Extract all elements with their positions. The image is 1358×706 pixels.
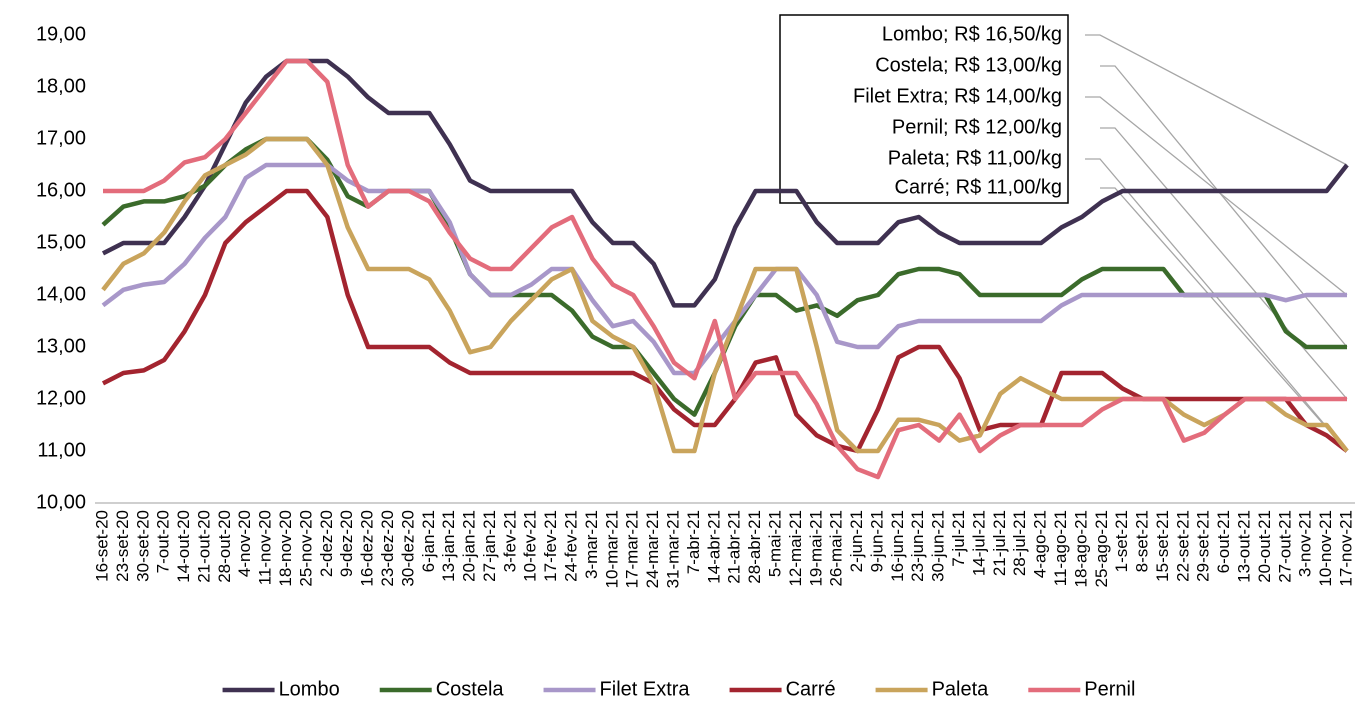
x-tick-label: 10-nov-21 — [1316, 510, 1335, 587]
x-tick-label: 2-dez-20 — [317, 510, 336, 577]
legend-label: Paleta — [932, 678, 990, 700]
y-tick-label: 12,00 — [36, 387, 86, 409]
x-tick-label: 13-out-21 — [1235, 510, 1254, 583]
x-tick-label: 4-nov-20 — [235, 510, 254, 577]
x-tick-label: 21-abr-21 — [725, 510, 744, 584]
x-tick-label: 30-dez-20 — [398, 510, 417, 587]
x-tick-label: 22-set-21 — [1173, 510, 1192, 582]
x-tick-label: 14-jul-21 — [969, 510, 988, 576]
leader-line — [1085, 158, 1348, 452]
x-tick-label: 17-fev-21 — [541, 510, 560, 582]
x-tick-label: 20-jan-21 — [460, 510, 479, 582]
x-tick-label: 24-mar-21 — [643, 510, 662, 588]
x-tick-label: 3-fev-21 — [500, 510, 519, 572]
x-tick-label: 30-jun-21 — [929, 510, 948, 582]
legend-label: Pernil — [1084, 678, 1135, 700]
x-tick-label: 7-abr-21 — [684, 510, 703, 574]
x-tick-label: 8-set-21 — [1133, 510, 1152, 572]
y-tick-label: 15,00 — [36, 231, 86, 253]
annotation: Paleta; R$ 11,00/kg — [888, 147, 1062, 169]
annotation-box — [779, 14, 1069, 204]
x-tick-label: 6-jan-21 — [419, 510, 438, 572]
x-tick-label: 25-ago-21 — [1092, 510, 1111, 588]
x-tick-label: 27-out-21 — [1275, 510, 1294, 583]
annotation: Lombo; R$ 16,50/kg — [882, 23, 1062, 45]
leader-line — [1100, 187, 1348, 452]
y-tick-label: 10,00 — [36, 491, 86, 513]
y-tick-label: 18,00 — [36, 75, 86, 97]
x-tick-label: 18-ago-21 — [1071, 510, 1090, 588]
y-tick-label: 17,00 — [36, 127, 86, 149]
annotation: Costela; R$ 13,00/kg — [875, 54, 1062, 76]
x-tick-label: 3-mar-21 — [582, 510, 601, 579]
annotation: Filet Extra; R$ 14,00/kg — [853, 85, 1062, 107]
x-tick-label: 28-jul-21 — [1010, 510, 1029, 576]
x-tick-label: 9-jun-21 — [867, 510, 886, 572]
x-tick-label: 6-out-21 — [1214, 510, 1233, 573]
legend-label: Filet Extra — [600, 678, 691, 700]
annotation: Carré; R$ 11,00/kg — [895, 176, 1063, 198]
leader-line — [1100, 127, 1348, 400]
y-tick-label: 16,00 — [36, 179, 86, 201]
series-line — [101, 162, 1347, 376]
x-tick-label: 13-jan-21 — [439, 510, 458, 582]
x-tick-label: 3-nov-21 — [1296, 510, 1315, 577]
x-tick-label: 16-dez-20 — [358, 510, 377, 587]
x-tick-label: 30-set-20 — [133, 510, 152, 582]
x-tick-label: 14-abr-21 — [704, 510, 723, 584]
x-tick-label: 7-out-20 — [154, 510, 173, 573]
x-tick-label: 15-set-21 — [1153, 510, 1172, 582]
x-tick-label: 16-jun-21 — [888, 510, 907, 582]
x-tick-label: 10-mar-21 — [602, 510, 621, 588]
x-tick-label: 21-out-20 — [194, 510, 213, 583]
x-tick-label: 11-nov-20 — [256, 510, 275, 585]
x-tick-label: 29-set-21 — [1194, 510, 1213, 582]
x-tick-label: 31-mar-21 — [664, 510, 683, 588]
x-tick-label: 12-mai-21 — [786, 510, 805, 587]
y-tick-label: 19,00 — [36, 23, 86, 45]
y-tick-label: 11,00 — [37, 439, 86, 461]
x-tick-label: 11-ago-21 — [1051, 510, 1070, 586]
series-line — [103, 58, 1347, 480]
x-tick-label: 18-nov-20 — [276, 510, 295, 587]
x-tick-label: 17-mar-21 — [623, 510, 642, 588]
x-tick-label: 14-out-20 — [174, 510, 193, 583]
annotation: Pernil; R$ 12,00/kg — [892, 116, 1062, 138]
x-tick-label: 26-mai-21 — [827, 510, 846, 587]
x-tick-label: 27-jan-21 — [480, 510, 499, 582]
x-tick-label: 10-fev-21 — [521, 510, 540, 582]
x-tick-label: 4-ago-21 — [1031, 510, 1050, 578]
leader-line — [1085, 34, 1348, 166]
legend-label: Lombo — [279, 678, 340, 700]
x-tick-label: 17-nov-21 — [1336, 510, 1355, 587]
x-tick-label: 23-jun-21 — [908, 510, 927, 582]
legend: Lombo Costela Filet Extra Carré Paleta Pernil — [222, 678, 1135, 700]
legend-label: Costela — [436, 678, 505, 700]
x-tick-label: 23-set-20 — [113, 510, 132, 582]
x-tick-label: 16-set-20 — [92, 510, 111, 582]
x-tick-label: 9-dez-20 — [337, 510, 356, 577]
leader-line — [1100, 65, 1348, 348]
x-tick-label: 2-jun-21 — [847, 510, 866, 572]
leader-line — [1085, 96, 1348, 296]
x-tick-label: 24-fev-21 — [562, 510, 581, 582]
x-tick-label: 1-set-21 — [1112, 510, 1131, 572]
x-tick-label: 5-mai-21 — [765, 510, 784, 577]
x-tick-label: 25-nov-20 — [296, 510, 315, 587]
x-tick-label: 21-jul-21 — [990, 510, 1009, 576]
x-tick-label: 28-out-20 — [215, 510, 234, 583]
y-tick-label: 13,00 — [36, 335, 86, 357]
x-tick-label: 23-dez-20 — [378, 510, 397, 587]
legend-label: Carré — [786, 678, 836, 700]
y-tick-label: 14,00 — [36, 283, 86, 305]
x-tick-label: 19-mai-21 — [806, 510, 825, 587]
series-line — [101, 58, 1349, 308]
x-tick-label: 28-abr-21 — [745, 510, 764, 584]
x-tick-label: 7-jul-21 — [949, 510, 968, 567]
x-tick-label: 20-out-21 — [1255, 510, 1274, 583]
